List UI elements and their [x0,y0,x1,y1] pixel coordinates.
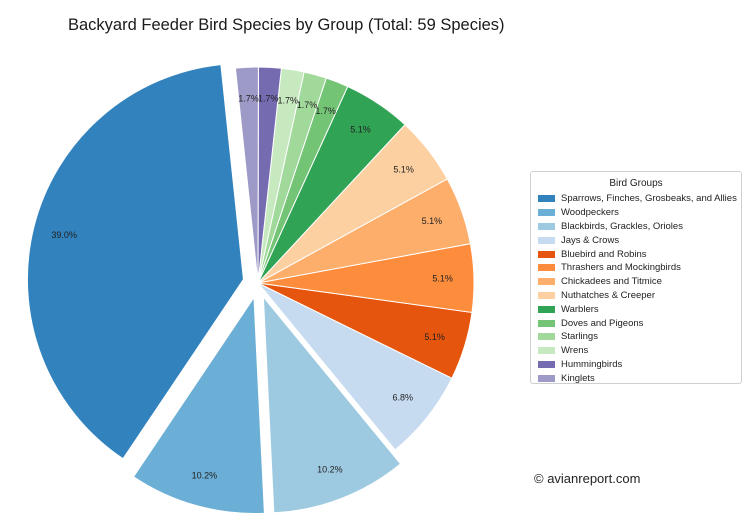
legend-swatch [538,195,555,203]
slice-label-10: 1.7% [315,106,336,116]
slice-label-9: 5.1% [350,124,371,134]
legend-label: Doves and Pigeons [561,317,644,329]
legend-swatch [538,278,555,286]
legend-label: Sparrows, Finches, Grosbeaks, and Allies [561,193,737,205]
legend-swatch [538,360,555,368]
legend-item-11: Starlings [538,330,737,344]
legend-label: Jays & Crows [561,234,620,246]
slice-label-6: 5.1% [432,274,453,284]
legend-item-3: Blackbirds, Grackles, Orioles [538,220,737,234]
slice-label-12: 1.7% [277,96,298,106]
slice-label-2: 10.2% [192,470,218,480]
slice-label-8: 5.1% [393,164,414,174]
legend-label: Thrashers and Mockingbirds [561,262,681,274]
legend-item-7: Chickadees and Titmice [538,275,737,289]
slice-label-5: 5.1% [424,332,445,342]
legend-swatch [538,250,555,258]
pie-slice-14 [234,66,259,284]
legend-label: Blackbirds, Grackles, Orioles [561,220,683,232]
pie-slice-1 [26,64,244,460]
legend-item-6: Thrashers and Mockingbirds [538,261,737,275]
legend-label: Wrens [561,345,589,357]
legend-title: Bird Groups [609,178,663,189]
chart-title: Backyard Feeder Bird Species by Group (T… [68,16,505,34]
slice-label-3: 10.2% [317,464,343,474]
slice-label-4: 6.8% [393,393,414,403]
legend-label: Kinglets [561,372,595,384]
legend-item-13: Hummingbirds [538,358,737,372]
slice-label-1: 39.0% [51,230,77,240]
legend-swatch [538,264,555,272]
legend-item-12: Wrens [538,344,737,358]
legend-item-4: Jays & Crows [538,233,737,247]
slice-label-13: 1.7% [258,94,279,104]
legend-item-2: Woodpeckers [538,206,737,220]
legend-label: Nuthatches & Creeper [561,289,655,301]
pie-slice-3 [262,295,402,514]
source-credit: © avianreport.com [534,471,641,486]
legend-swatch [538,305,555,313]
legend: Bird Groups Sparrows, Finches, Grosbeaks… [530,171,742,384]
legend-item-8: Nuthatches & Creeper [538,289,737,303]
legend-swatch [538,236,555,244]
legend-label: Warblers [561,303,599,315]
legend-label: Chickadees and Titmice [561,276,662,288]
legend-item-5: Bluebird and Robins [538,247,737,261]
legend-label: Woodpeckers [561,207,619,219]
legend-swatch [538,222,555,230]
legend-label: Starlings [561,331,598,343]
legend-item-9: Warblers [538,302,737,316]
legend-swatch [538,374,555,382]
legend-item-1: Sparrows, Finches, Grosbeaks, and Allies [538,192,737,206]
legend-label: Bluebird and Robins [561,248,647,260]
legend-items: Sparrows, Finches, Grosbeaks, and Allies… [538,192,737,385]
slice-label-11: 1.7% [297,100,318,110]
legend-item-14: Kinglets [538,371,737,385]
legend-item-10: Doves and Pigeons [538,316,737,330]
legend-swatch [538,319,555,327]
legend-swatch [538,209,555,217]
pie-slice-2 [132,295,265,514]
slice-label-14: 1.7% [238,94,259,104]
legend-label: Hummingbirds [561,358,623,370]
legend-swatch [538,333,555,341]
slice-label-7: 5.1% [422,216,443,226]
legend-swatch [538,291,555,299]
legend-swatch [538,347,555,355]
